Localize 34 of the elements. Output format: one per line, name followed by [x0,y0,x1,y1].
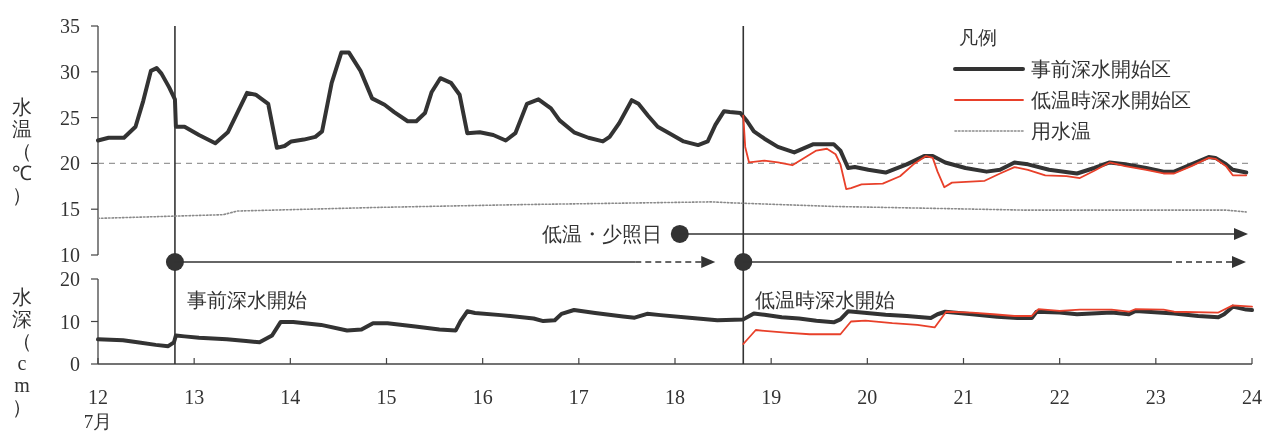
x-tick-label: 18 [665,386,685,408]
ref-line-label: 事前深水開始 [186,289,307,311]
y-tick-label: 25 [60,106,80,129]
y-tick-label: 30 [60,60,80,83]
y-tick-label: 10 [60,244,80,266]
line-series [97,201,1248,220]
y-tick-label: 20 [60,152,80,175]
x-tick-label: 16 [472,386,493,408]
x-tick-label: 20 [857,386,878,408]
ref-line-label: 低温時深水開始 [755,289,896,311]
y-tick-label: 15 [60,198,80,221]
y-tick-label: 35 [60,15,80,37]
x-tick-label: 24 [1242,386,1262,408]
legend-title: 凡例 [959,27,997,48]
x-tick-label: 19 [761,386,782,408]
y-tick-label: 20 [60,268,80,290]
legend-label: 事前深水開始区 [1031,58,1171,80]
x-tick-label: 12 [88,386,108,408]
x-tick-label: 13 [184,386,205,408]
annotation: 低温・少照日 [541,222,662,245]
y-tick-label: 10 [60,310,80,333]
x-tick-label: 14 [280,386,301,408]
x-tick-label: 23 [1145,386,1166,408]
y-axis-title: 水深（cm） [12,285,32,418]
x-axis-title: 7月 [83,411,113,432]
x-tick-label: 17 [568,386,589,408]
x-tick-label: 22 [1049,386,1070,408]
x-tick-label: 21 [953,386,974,408]
y-axis-title: 水温（℃） [12,95,32,206]
legend-label: 低温時深水開始区 [1031,89,1191,111]
line-series [742,114,1248,190]
legend-label: 用水温 [1031,120,1091,142]
y-tick-label: 0 [70,353,80,375]
x-tick-label: 15 [376,386,397,408]
